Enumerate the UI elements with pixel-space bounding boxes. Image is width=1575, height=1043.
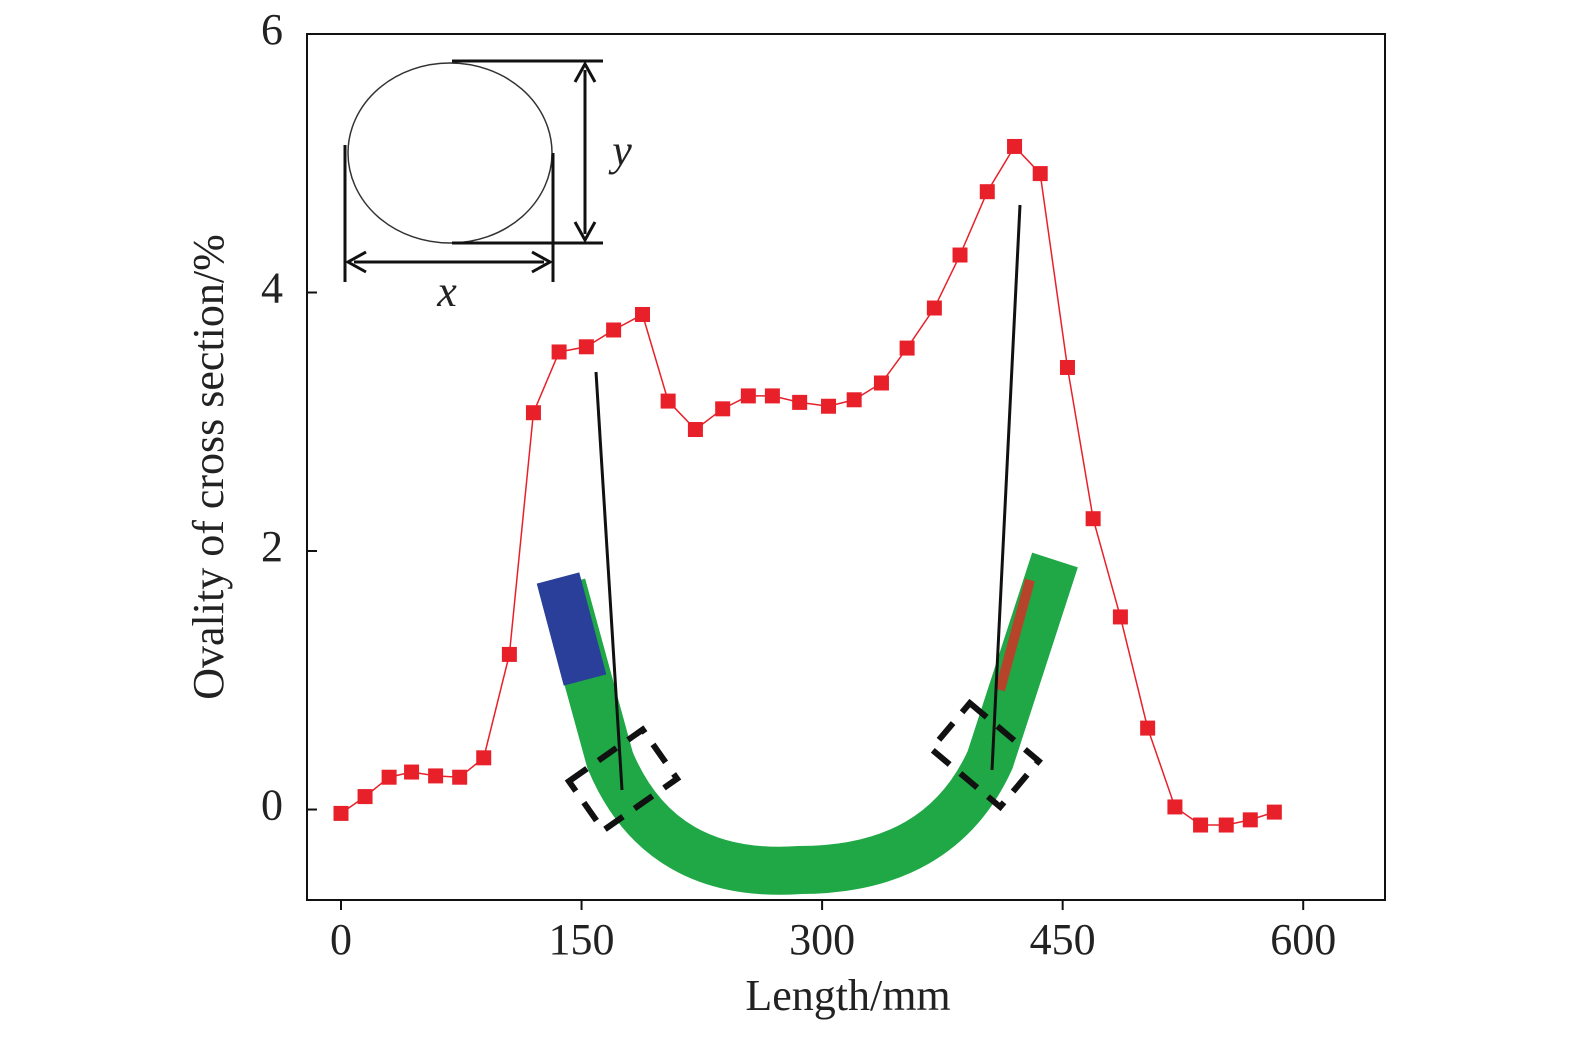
cross-section — [347, 62, 553, 244]
x-tick-label: 0 — [330, 915, 352, 964]
x-tick-label: 600 — [1270, 915, 1336, 964]
pipe-red-zone — [995, 578, 1035, 692]
plot-frame — [306, 33, 1386, 901]
data-point — [525, 405, 541, 421]
dashed-box — [927, 698, 1043, 812]
arrow-heads — [344, 250, 554, 274]
data-point — [1193, 817, 1209, 833]
connector — [990, 204, 1022, 771]
data-point — [476, 750, 492, 766]
x-tick-label: 150 — [549, 915, 615, 964]
y-tick-label: 6 — [261, 5, 283, 54]
data-point — [715, 401, 731, 417]
x-tick-label: 300 — [789, 915, 855, 964]
data-point — [333, 805, 349, 821]
data-point — [381, 769, 397, 785]
data-point — [846, 392, 862, 408]
data-point — [1112, 609, 1128, 625]
data-point — [740, 388, 756, 404]
pipe-illustration — [536, 204, 1078, 895]
data-point — [899, 340, 915, 356]
data-point — [873, 375, 889, 391]
data-point — [660, 393, 676, 409]
data-point — [821, 398, 837, 414]
data-point — [979, 184, 995, 200]
inset-label: x — [436, 267, 457, 316]
data-line — [340, 145, 1275, 826]
arrow-heads — [573, 60, 597, 244]
data-point — [1218, 817, 1234, 833]
data-point — [1085, 511, 1101, 527]
connector — [594, 371, 624, 791]
x-tick-label: 450 — [1030, 915, 1096, 964]
data-point — [428, 768, 444, 784]
y-tick-label: 2 — [261, 522, 283, 571]
data-point — [634, 306, 650, 322]
data-point — [404, 764, 420, 780]
data-point — [551, 344, 567, 360]
inset-label: y — [608, 126, 632, 175]
inset-diagram: x y — [343, 59, 632, 316]
data-point — [501, 646, 517, 662]
data-point — [452, 769, 468, 785]
data-point — [606, 322, 622, 338]
data-point — [1167, 799, 1183, 815]
pipe-body — [538, 552, 1078, 895]
x-axis-label: Length/mm — [745, 971, 950, 1020]
data-point — [578, 339, 594, 355]
data-point — [764, 388, 780, 404]
data-point — [357, 789, 373, 805]
data-point — [1140, 720, 1156, 736]
data-point — [1007, 138, 1023, 154]
dashed-box — [564, 725, 682, 835]
data-point — [1266, 804, 1282, 820]
data-point — [926, 300, 942, 316]
data-point — [792, 394, 808, 410]
data-point — [1032, 166, 1048, 182]
data-point — [952, 247, 968, 263]
y-tick-label: 0 — [261, 781, 283, 830]
data-point — [1242, 812, 1258, 828]
y-tick-label: 4 — [261, 264, 283, 313]
data-point — [687, 422, 703, 438]
data-point — [1059, 359, 1075, 375]
pipe-blue-zone — [536, 572, 607, 686]
y-axis-label: Ovality of cross section/% — [184, 234, 233, 700]
